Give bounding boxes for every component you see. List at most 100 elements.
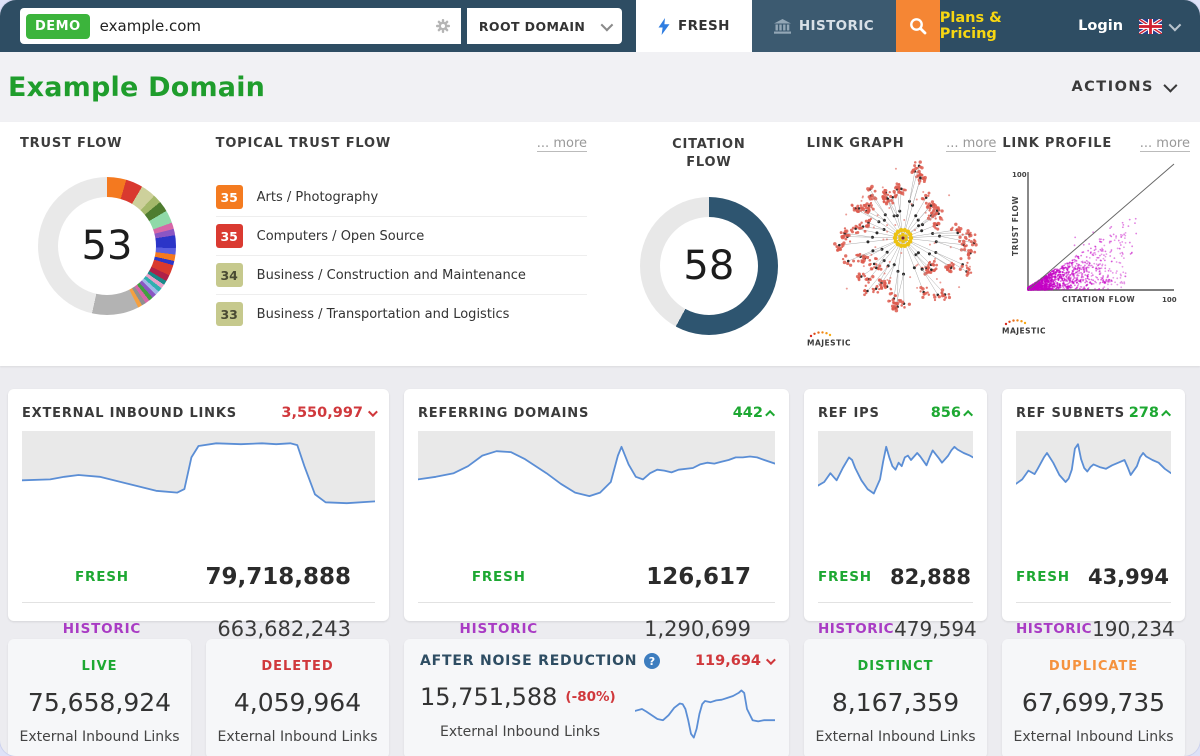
chevron-down-icon: [1163, 78, 1178, 93]
svg-text:CITATION FLOW: CITATION FLOW: [1062, 295, 1135, 304]
delta-value: 278: [1128, 405, 1159, 421]
svg-text:TRUST FLOW: TRUST FLOW: [1011, 195, 1020, 256]
topical-trust-flow-list: 35 Arts / Photography 35 Computers / Ope…: [215, 178, 588, 333]
historic-row: HISTORIC 190,234: [1016, 602, 1175, 654]
card-caption: External Inbound Links: [19, 729, 180, 745]
scope-dropdown[interactable]: ROOT DOMAIN: [466, 8, 622, 44]
fresh-label: FRESH: [74, 568, 129, 585]
actions-label: ACTIONS: [1071, 79, 1154, 95]
trust-flow-donut: 53: [38, 177, 176, 315]
topical-more-link[interactable]: ... more: [536, 136, 588, 152]
fresh-row: FRESH 79,718,888: [22, 551, 375, 602]
duplicate-links-card: DUPLICATE 67,699,735 External Inbound Li…: [1002, 639, 1185, 756]
historic-value: 1,290,699: [644, 616, 751, 641]
historic-value: 479,594: [894, 616, 977, 641]
help-icon[interactable]: ?: [644, 653, 661, 669]
page-title: Example Domain: [8, 71, 266, 103]
percent-change: (-80%): [565, 689, 616, 705]
demo-badge: DEMO: [26, 13, 90, 39]
after-noise-reduction-card: AFTER NOISE REDUCTION ? 119,694 15,751,5…: [404, 639, 789, 756]
chevron-up-icon: [963, 409, 974, 420]
svg-text:100: 100: [1012, 171, 1027, 179]
delta-value: 442: [732, 405, 763, 421]
card-title: DELETED: [261, 659, 334, 674]
historic-label: HISTORIC: [62, 620, 142, 637]
fresh-value: 43,994: [1087, 564, 1169, 589]
delta-badge[interactable]: 278: [1128, 405, 1172, 421]
topic-row: 34 Business / Construction and Maintenan…: [215, 256, 588, 295]
link-profile-scatter-chart: 100 100 CITATION FLOW TRUST FLOW: [1011, 163, 1177, 304]
live-links-card: LIVE 75,658,924 External Inbound Links: [8, 639, 191, 756]
card-value: 4,059,964: [233, 688, 362, 717]
chevron-up-icon: [765, 409, 776, 420]
search-button[interactable]: [896, 0, 940, 52]
search-input[interactable]: [89, 17, 435, 35]
topic-label: Computers / Open Source: [256, 228, 425, 244]
historic-label: HISTORIC: [1016, 620, 1093, 637]
historic-row: HISTORIC 663,682,243: [22, 602, 375, 654]
topic-score-badge: 35: [215, 224, 243, 248]
topical-trust-flow-title: TOPICAL TRUST FLOW: [215, 136, 392, 151]
delta-badge[interactable]: 856: [931, 405, 974, 421]
topbar-right-links: Plans & Pricing Login: [940, 0, 1200, 52]
top-navigation-bar: DEMO ROOT DOMAIN FRESH: [0, 0, 1200, 52]
sparkline-chart: [1015, 431, 1172, 519]
page-header: Example Domain ACTIONS: [0, 52, 1200, 122]
login-link[interactable]: Login: [1078, 18, 1124, 34]
link-profile-more-link[interactable]: ... more: [1139, 136, 1190, 152]
historic-value: 663,682,243: [217, 616, 351, 641]
svg-text:100: 100: [1162, 296, 1177, 304]
index-tabs: FRESH HISTORIC: [635, 0, 897, 52]
tab-fresh-label: FRESH: [677, 18, 730, 34]
sparkline-chart: [417, 431, 776, 519]
citation-flow-section: CITATION FLOW 58: [611, 136, 807, 366]
delta-badge[interactable]: 442: [732, 405, 776, 421]
tab-historic-label: HISTORIC: [798, 18, 875, 34]
uk-flag-icon: [1139, 18, 1163, 34]
card-value: 8,167,359: [831, 688, 960, 717]
card-caption: External Inbound Links: [440, 724, 601, 740]
fresh-value: 79,718,888: [205, 563, 351, 590]
referring-domains-card: REFERRING DOMAINS 442 FRESH 126,617 HIST…: [404, 389, 789, 641]
language-selector[interactable]: [1139, 18, 1182, 34]
delta-value: 3,550,997: [281, 405, 363, 421]
tab-fresh[interactable]: FRESH: [635, 0, 752, 52]
distinct-links-card: DISTINCT 8,167,359 External Inbound Link…: [804, 639, 987, 756]
card-title: REFERRING DOMAINS: [418, 405, 590, 421]
chevron-down-icon: [1168, 18, 1182, 31]
plans-pricing-link[interactable]: Plans & Pricing: [939, 10, 1002, 42]
ref-subnets-card: REF SUBNETS 278 FRESH 43,994 HISTORIC 19…: [1002, 389, 1185, 641]
link-graph-more-link[interactable]: ... more: [946, 136, 997, 152]
chevron-down-icon: [600, 18, 614, 31]
delta-badge[interactable]: 119,694: [695, 653, 776, 669]
majestic-logo-text: MAJESTIC: [807, 339, 851, 348]
actions-button[interactable]: ACTIONS: [1071, 78, 1178, 95]
fresh-label: FRESH: [818, 568, 872, 585]
topic-label: Business / Construction and Maintenance: [256, 267, 526, 283]
chevron-down-icon: [765, 654, 776, 665]
ref-ips-card: REF IPS 856 FRESH 82,888 HISTORIC 479,59…: [804, 389, 987, 641]
sparkline-chart: [817, 431, 974, 519]
topic-label: Arts / Photography: [256, 189, 379, 205]
delta-badge[interactable]: 3,550,997: [281, 405, 378, 421]
historic-label: HISTORIC: [818, 620, 895, 637]
fresh-row: FRESH 126,617: [418, 551, 775, 602]
topic-score-badge: 35: [215, 185, 243, 209]
fresh-value: 126,617: [646, 563, 751, 590]
fresh-label: FRESH: [1016, 568, 1070, 585]
majestic-logo: MAJESTIC: [1002, 318, 1192, 340]
link-graph-visualization: [832, 160, 978, 313]
sparkline-chart: [635, 689, 775, 739]
gear-icon[interactable]: [435, 18, 451, 34]
historic-row: HISTORIC 479,594: [818, 602, 977, 654]
trust-flow-value: 53: [81, 223, 133, 269]
topic-row: 33 Business / Transportation and Logisti…: [215, 295, 587, 333]
fresh-label: FRESH: [471, 568, 526, 585]
link-graph-section: LINK GRAPH ... more MAJESTIC: [807, 136, 1003, 366]
card-caption: External Inbound Links: [217, 729, 378, 745]
tab-historic[interactable]: HISTORIC: [751, 0, 897, 52]
topic-score-badge: 33: [215, 302, 243, 326]
trust-flow-title: TRUST FLOW: [20, 136, 123, 151]
deleted-links-card: DELETED 4,059,964 External Inbound Links: [206, 639, 389, 756]
